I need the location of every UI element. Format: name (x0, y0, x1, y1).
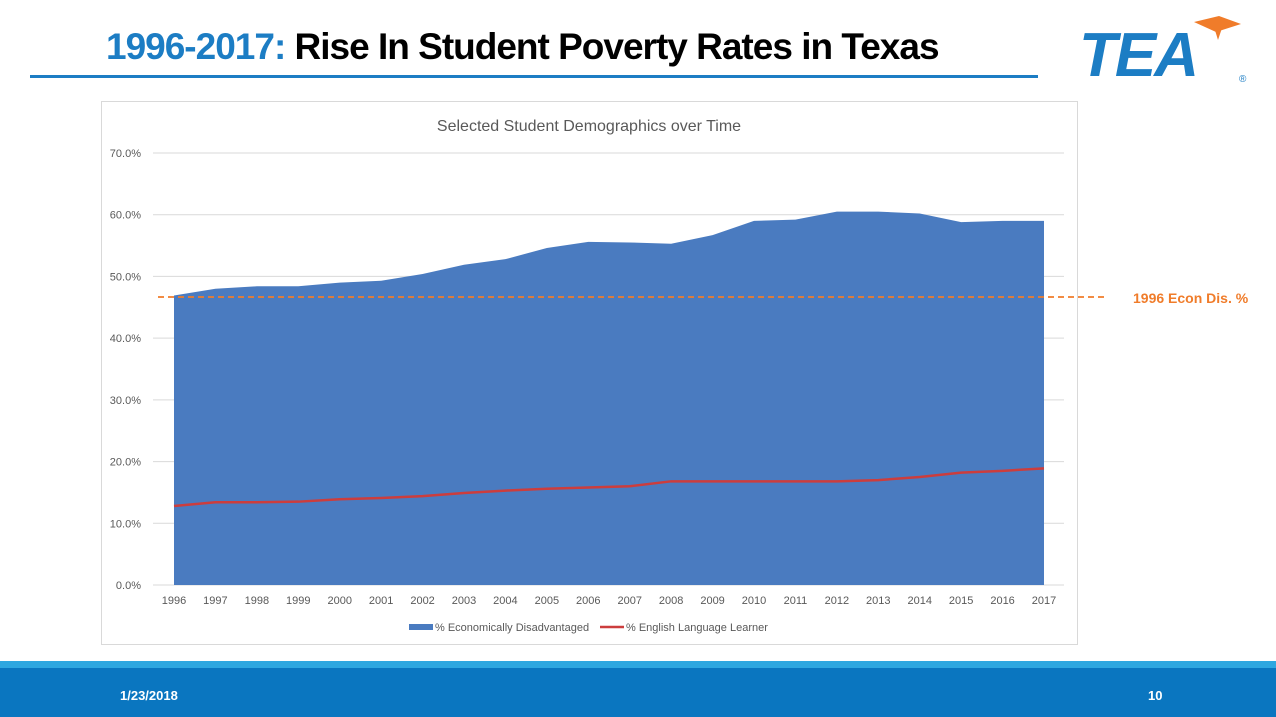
x-tick-label: 1998 (245, 595, 269, 607)
reference-line-label: 1996 Econ Dis. % (1133, 290, 1249, 306)
tea-logo-registered-mark: ® (1239, 74, 1247, 85)
x-tick-label: 2003 (452, 595, 476, 607)
footer-accent-band (0, 661, 1276, 668)
x-tick-label: 2010 (742, 595, 766, 607)
footer-date: 1/23/2018 (120, 688, 178, 703)
x-tick-label: 2014 (907, 595, 931, 607)
ell-line (173, 467, 1045, 508)
x-tick-label: 2009 (700, 595, 724, 607)
x-tick-label: 2000 (327, 595, 351, 607)
tea-logo-wordmark: TEA (1079, 21, 1197, 86)
legend-swatch-econ-dis (409, 624, 433, 630)
x-tick-label: 2012 (825, 595, 849, 607)
x-tick-label: 2015 (949, 595, 973, 607)
x-tick-label: 2016 (990, 595, 1014, 607)
chart-container: Selected Student Demographics over Time … (101, 101, 1078, 645)
econ-dis-area (174, 211, 1044, 585)
x-tick-label: 2006 (576, 595, 600, 607)
legend-label-ell: % English Language Learner (626, 622, 768, 634)
chart-title: Selected Student Demographics over Time (437, 118, 741, 135)
tea-logo-graduation-cap-icon (1194, 16, 1241, 40)
y-tick-label: 20.0% (110, 457, 141, 469)
x-tick-label: 2008 (659, 595, 683, 607)
x-tick-label: 2002 (410, 595, 434, 607)
x-tick-label: 2013 (866, 595, 890, 607)
x-tick-label: 2004 (493, 595, 517, 607)
title-underline (30, 75, 1038, 78)
x-tick-label: 1997 (203, 595, 227, 607)
y-tick-label: 60.0% (110, 210, 141, 222)
x-tick-label: 2005 (535, 595, 559, 607)
footer-page-number: 10 (1148, 688, 1163, 703)
x-tick-label: 1996 (162, 595, 186, 607)
tea-logo: TEA ® (1079, 16, 1247, 86)
footer-band (0, 668, 1276, 717)
x-tick-label: 2011 (784, 595, 808, 607)
y-tick-label: 70.0% (110, 148, 141, 160)
legend-label-econ-dis: % Economically Disadvantaged (435, 622, 589, 634)
slide-title: 1996-2017: Rise In Student Poverty Rates… (106, 22, 940, 72)
demographics-chart: Selected Student Demographics over Time … (110, 118, 1064, 634)
x-tick-label: 2007 (617, 595, 641, 607)
y-tick-label: 50.0% (110, 271, 141, 283)
x-tick-label: 2017 (1032, 595, 1056, 607)
x-tick-label: 1999 (286, 595, 310, 607)
y-tick-label: 0.0% (116, 580, 141, 592)
slide-title-text: Rise In Student Poverty Rates in Texas (285, 26, 940, 67)
y-tick-label: 40.0% (110, 333, 141, 345)
y-tick-label: 30.0% (110, 395, 141, 407)
y-tick-label: 10.0% (110, 518, 141, 530)
slide-title-years: 1996-2017: (106, 26, 286, 67)
x-tick-label: 2001 (369, 595, 393, 607)
